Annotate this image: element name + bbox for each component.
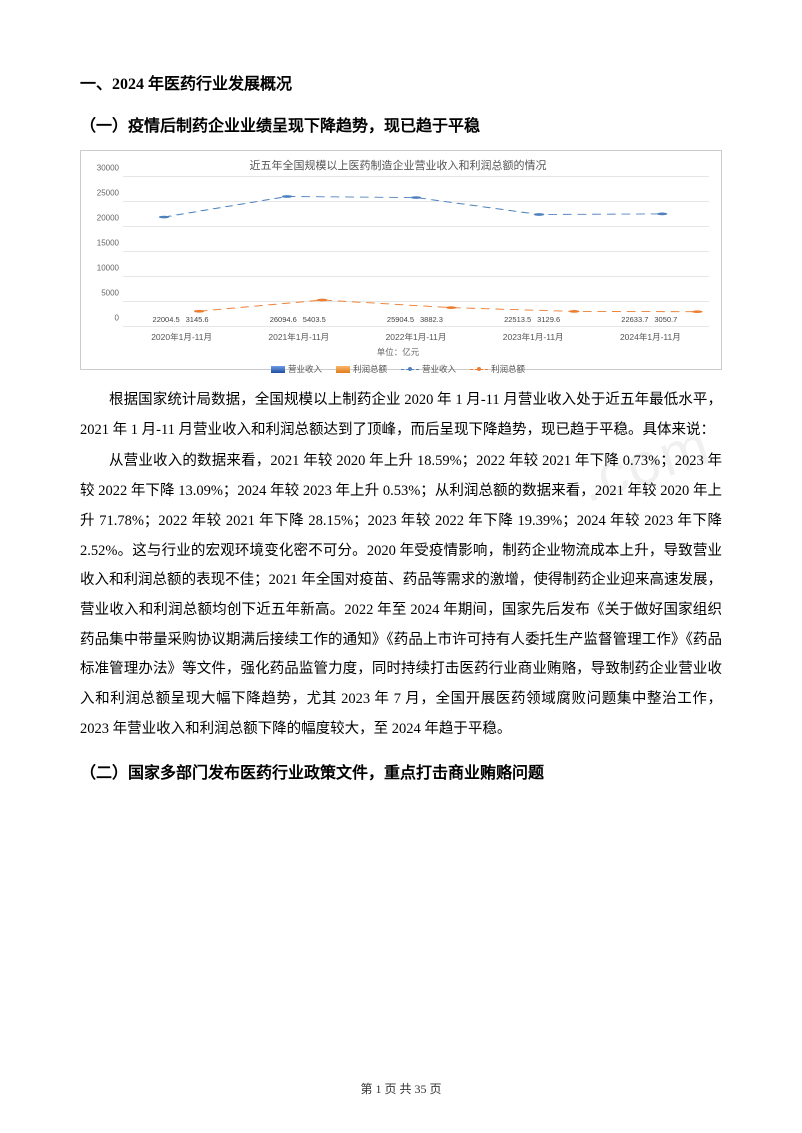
y-tick: 30000 [97,164,119,173]
chart-plot-area: 0 5000 10000 15000 20000 25000 30000 220… [123,177,709,327]
legend-label: 营业收入 [422,363,456,375]
x-label: 2024年1月-11月 [620,331,681,343]
page-footer: 第 1 页 共 35 页 [0,1080,802,1097]
bar-value: 22004.5 [153,315,180,324]
bar-value: 22513.5 [504,315,531,324]
x-label: 2020年1月-11月 [151,331,212,343]
legend-revenue-bar: 营业收入 [271,363,322,375]
legend-line-icon [470,369,488,370]
legend-revenue-line: 营业收入 [401,363,456,375]
legend-swatch-icon [336,366,350,373]
bar-value: 22633.7 [621,315,648,324]
y-tick: 5000 [101,289,119,298]
body-paragraph-2: 从营业收入的数据来看，2021 年较 2020 年上升 18.59%；2022 … [80,447,722,744]
bar-value: 3145.6 [186,315,209,324]
bar-value: 5403.5 [303,315,326,324]
x-label: 2022年1月-11月 [386,331,447,343]
legend-label: 营业收入 [288,363,322,375]
legend-profit-bar: 利润总额 [336,363,387,375]
chart-legend: 营业收入 利润总额 营业收入 利润总额 [87,363,709,375]
footer-prefix: 第 [360,1082,375,1096]
y-tick: 15000 [97,239,119,248]
x-label: 2021年1月-11月 [268,331,329,343]
bar-value: 26094.6 [270,315,297,324]
x-label: 2023年1月-11月 [503,331,564,343]
chart-y-axis: 0 5000 10000 15000 20000 25000 30000 [87,177,121,327]
chart-x-labels: 2020年1月-11月 2021年1月-11月 2022年1月-11月 2023… [123,331,709,343]
subsection-heading-2: （二）国家多部门发布医药行业政策文件，重点打击商业贿赂问题 [80,759,722,783]
legend-label: 利润总额 [353,363,387,375]
y-tick: 10000 [97,264,119,273]
chart-title: 近五年全国规模以上医药制造企业营业收入和利润总额的情况 [87,157,709,173]
y-tick: 0 [115,314,119,323]
chart-bars: 22004.5 3145.6 26094.6 5403.5 25904.5 38… [123,177,709,327]
footer-mid: 页 共 [381,1082,414,1096]
legend-profit-line: 利润总额 [470,363,525,375]
bar-value: 25904.5 [387,315,414,324]
section-heading-1: 一、2024 年医药行业发展概况 [80,70,722,94]
y-tick: 25000 [97,189,119,198]
y-tick: 20000 [97,214,119,223]
body-paragraph-1: 根据国家统计局数据，全国规模以上制药企业 2020 年 1 月-11 月营业收入… [80,386,722,445]
footer-suffix: 页 [427,1082,442,1096]
footer-page-total: 35 [415,1082,427,1096]
bar-value: 3050.7 [654,315,677,324]
subsection-heading-1: （一）疫情后制药企业业绩呈现下降趋势，现已趋于平稳 [80,112,722,136]
legend-line-icon [401,369,419,370]
bar-value: 3129.6 [537,315,560,324]
legend-swatch-icon [271,366,285,373]
legend-label: 利润总额 [491,363,525,375]
revenue-profit-chart: 近五年全国规模以上医药制造企业营业收入和利润总额的情况 0 5000 10000… [80,150,722,370]
chart-unit-label: 单位：亿元 [87,346,709,358]
bar-value: 3882.3 [420,315,443,324]
